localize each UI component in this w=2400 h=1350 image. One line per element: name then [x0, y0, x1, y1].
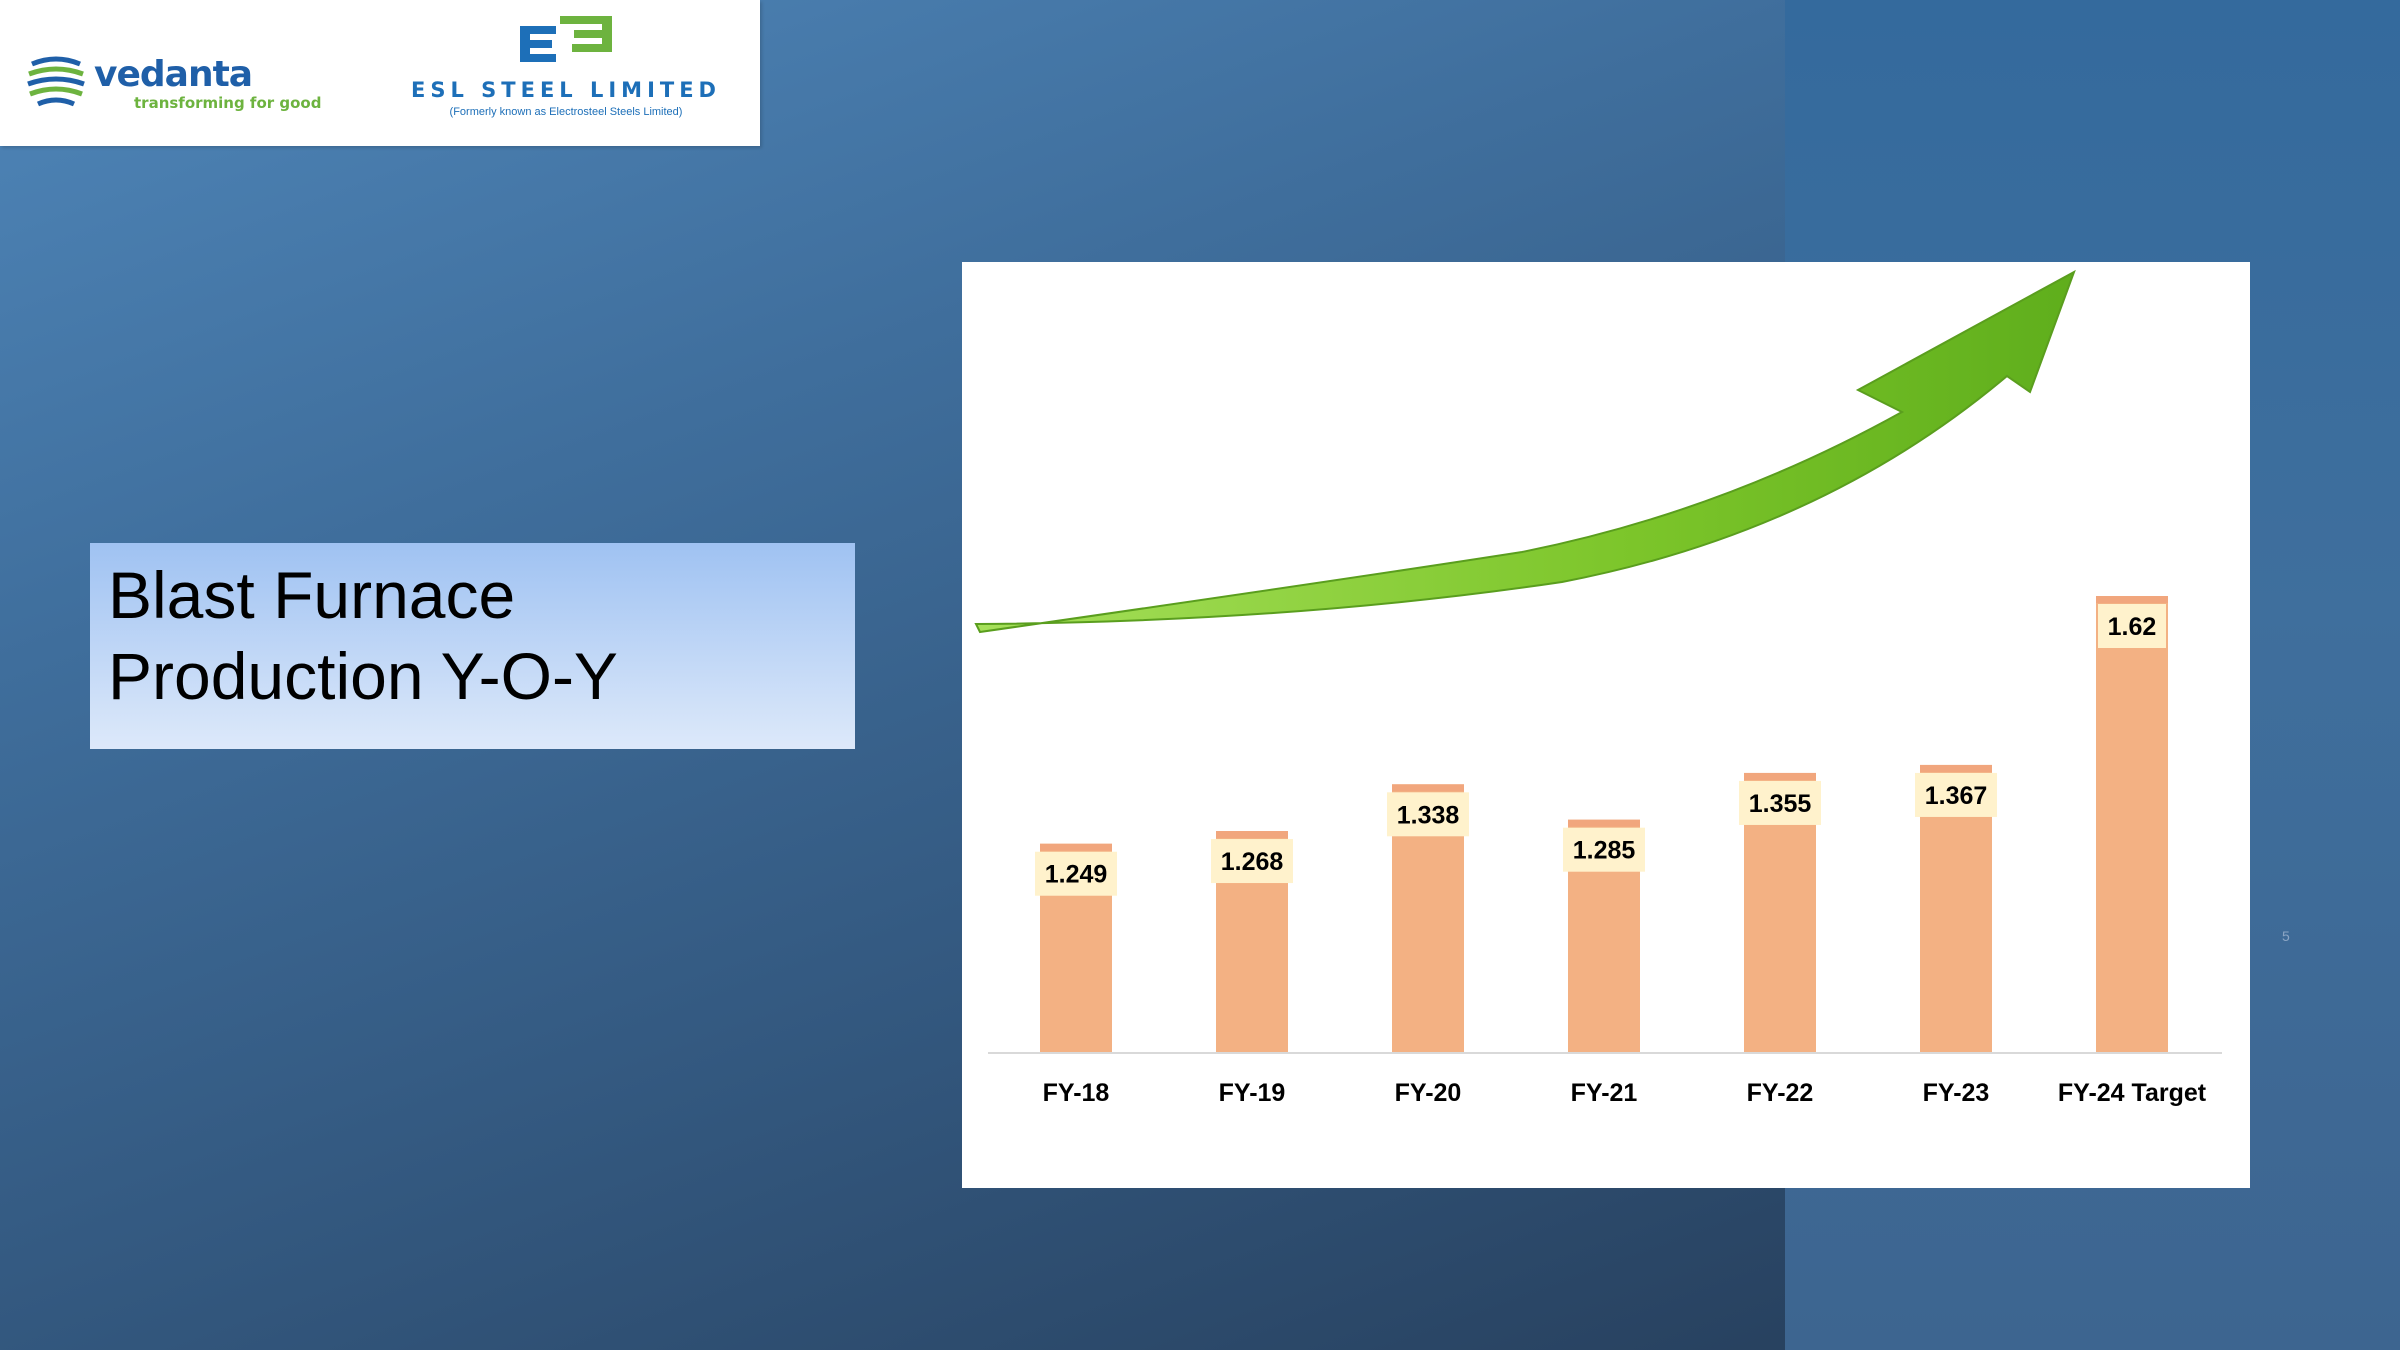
data-label: 1.249 — [1045, 861, 1108, 889]
data-label-bg — [2098, 604, 2166, 648]
esl-logo: ESL STEEL LIMITED (Formerly known as Ele… — [396, 10, 736, 130]
vedanta-logo: vedanta transforming for good — [26, 48, 326, 118]
bar-top-cap — [2096, 596, 2168, 603]
data-label-bg — [1915, 772, 1997, 817]
bar-top-cap — [1392, 784, 1464, 792]
x-tick-label: FY-19 — [1219, 1079, 1286, 1107]
x-tick-label: FY-24 Target — [2058, 1079, 2207, 1107]
data-label-bg — [1211, 839, 1293, 884]
data-label: 1.355 — [1749, 790, 1812, 818]
x-tick-label: FY-22 — [1747, 1079, 1814, 1107]
data-label-bg — [1739, 780, 1821, 825]
data-label: 1.285 — [1573, 837, 1636, 865]
data-label-bg — [1035, 851, 1117, 896]
x-tick-label: FY-18 — [1043, 1079, 1110, 1107]
x-tick-label: FY-23 — [1923, 1079, 1990, 1107]
growth-arrow-icon — [974, 269, 2076, 634]
bar-top-cap — [1568, 819, 1640, 827]
page-number: 5 — [2282, 928, 2290, 944]
x-tick-label: FY-21 — [1571, 1079, 1638, 1107]
bars-group — [1040, 596, 2168, 1052]
bar-top-cap — [1216, 831, 1288, 839]
bar-chart: 1.249 1.268 1.338 1.285 1.355 1.367 1.62 FY-18… — [974, 269, 2222, 1107]
slide-title-box: Blast Furnace Production Y-O-Y — [90, 543, 855, 749]
logo-header: vedanta transforming for good ESL STEEL … — [0, 0, 760, 146]
x-tick-labels-group: FY-18 FY-19 FY-20 FY-21 FY-22 FY-23 FY-24 Targ… — [1043, 1079, 2207, 1107]
chart-container: 1.249 1.268 1.338 1.285 1.355 1.367 1.62 FY-18… — [962, 262, 2250, 1188]
data-labels-group: 1.249 1.268 1.338 1.285 1.355 1.367 1.62 — [1035, 604, 2166, 896]
bar-top-cap — [1744, 772, 1816, 780]
vedanta-globe-icon — [27, 52, 85, 108]
vedanta-name: vedanta — [94, 54, 253, 95]
x-tick-label: FY-20 — [1395, 1079, 1462, 1107]
esl-emblem-icon — [520, 16, 612, 62]
data-label-bg — [1387, 792, 1469, 837]
bar-fy-24-target — [2096, 596, 2168, 1052]
data-label: 1.367 — [1925, 782, 1988, 810]
bar-top-cap — [1920, 764, 1992, 772]
slide-title: Blast Furnace Production Y-O-Y — [108, 558, 618, 713]
esl-former-name: (Formerly known as Electrosteel Steels L… — [449, 106, 683, 118]
bar-top-cap — [1040, 843, 1112, 851]
esl-company-name: ESL STEEL LIMITED — [410, 78, 721, 102]
data-label: 1.338 — [1397, 801, 1460, 829]
vedanta-tagline: transforming for good — [134, 94, 322, 112]
data-label: 1.62 — [2108, 613, 2157, 641]
data-label-bg — [1563, 827, 1645, 872]
data-label: 1.268 — [1221, 848, 1284, 876]
